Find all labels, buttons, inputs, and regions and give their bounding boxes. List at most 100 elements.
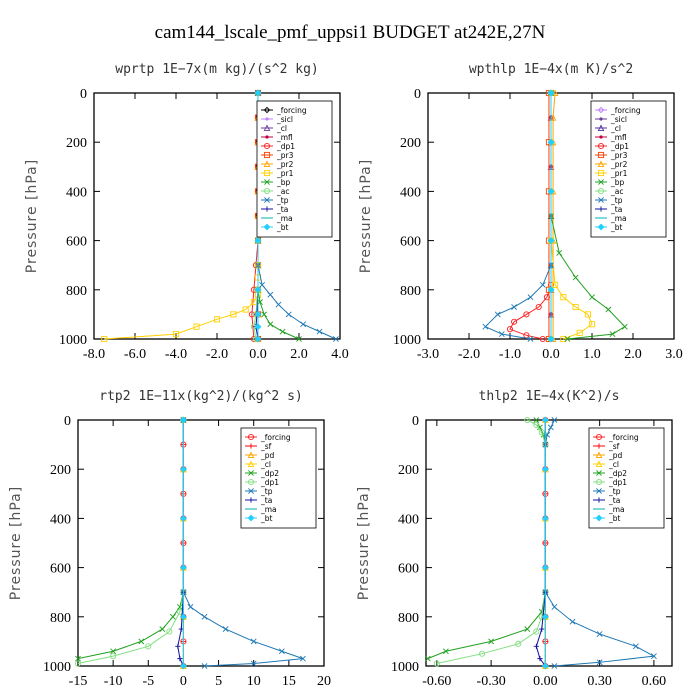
series-point-tp [527, 336, 534, 342]
x-tick-label: 0.60 [642, 674, 667, 689]
legend-marker [597, 142, 605, 150]
y-tick-label: 800 [400, 284, 421, 299]
series-point-bt [547, 286, 555, 294]
legend-marker [263, 160, 271, 168]
y-tick-label: 1000 [59, 333, 87, 348]
legend-label-tp: _tp [610, 196, 623, 205]
series-point-pr1 [193, 323, 200, 330]
series-point-tp [201, 613, 208, 620]
x-tick-label: -0.60 [422, 674, 451, 689]
series-point-dp2 [442, 648, 449, 655]
legend-label-tp: _tp [260, 487, 273, 496]
series-point-tp [250, 638, 257, 645]
series-point-tp [250, 660, 257, 667]
legend-label-ma: _ma [260, 505, 277, 514]
y-tick-label: 600 [398, 562, 419, 577]
series-point-dp2 [110, 648, 117, 655]
series-point-bt [547, 335, 555, 343]
x-tick-label: -3.0 [417, 347, 439, 362]
series-point-tp [316, 328, 323, 335]
legend-marker [248, 470, 254, 476]
legend-marker [598, 197, 604, 203]
legend-label-cl: _cl [608, 460, 619, 469]
x-tick-label: -8.0 [83, 347, 105, 362]
series-point-tp [285, 311, 292, 318]
series-point-bp [556, 249, 563, 256]
x-tick-label: 0.30 [587, 674, 612, 689]
series-group [424, 416, 657, 670]
series-point-dp1 [74, 660, 82, 667]
series-point-bp [572, 274, 579, 281]
legend-label-ma: _ma [276, 214, 293, 223]
series-point-tp [482, 323, 489, 330]
legend-label-ta: _ta [608, 496, 620, 505]
series-point-dp1 [110, 653, 117, 660]
series-point-ta [537, 656, 543, 662]
legend-label-pd: _pd [260, 451, 275, 460]
legend-label-forcing: _forcing [260, 433, 291, 442]
x-tick-label: 2.0 [290, 347, 308, 362]
series-point-ta [175, 643, 181, 649]
panel-4: thlp2 1E−4x(K^2)/s Pressure [hPa] -0.60 -0.… [356, 389, 673, 689]
x-tick-label: 5 [215, 674, 222, 689]
series-point-bp [609, 331, 616, 337]
x-tick-label: -0.30 [477, 674, 506, 689]
legend-box [590, 100, 667, 238]
legend-label-forcing: _forcing [276, 106, 307, 115]
legend-marker [597, 124, 605, 132]
panel-3: rtp2 1E−11x(kg^2)/(kg^2 s) Pressure [hPa]… [8, 389, 331, 689]
series-point-dp2 [138, 638, 145, 645]
legend-label-pr1: _pr1 [276, 169, 294, 178]
series-point-dp2 [537, 424, 543, 431]
panel-1: wprtp 1E−7x(m kg)/(s^2 kg) Pressure [hPa]… [24, 62, 349, 362]
series-line-tp [484, 93, 552, 340]
series-point-tp [300, 321, 307, 328]
legend-label-bt: _bt [608, 514, 621, 523]
series-point-bp [564, 336, 571, 342]
series-point-tp [551, 604, 558, 610]
y-axis-label: Pressure [hPa] [8, 486, 24, 600]
legend-marker [598, 206, 604, 212]
series-group [74, 416, 306, 670]
legend-label-forcing: _forcing [610, 106, 641, 115]
y-tick-label: 400 [400, 185, 421, 200]
legend-marker [263, 124, 271, 132]
legend-marker [595, 460, 603, 468]
y-tick-label: 800 [50, 611, 71, 626]
series-point-tp [569, 618, 576, 625]
x-tick-label: 0.0 [249, 347, 267, 362]
series-point-dp1 [535, 303, 542, 311]
x-tick-label: 15 [282, 674, 296, 689]
series-point-pr1 [172, 331, 180, 338]
legend-label-dp1: _dp1 [260, 478, 279, 487]
legend-marker [265, 117, 269, 121]
y-tick-label: 400 [66, 185, 87, 200]
x-tick-label: 3.0 [665, 347, 683, 362]
series-point-bt [547, 89, 555, 97]
series-point-dp1 [533, 628, 540, 635]
legend-label-ac: _ac [276, 187, 289, 196]
series-point-dp2 [176, 604, 183, 610]
legend-label-pr1: _pr1 [610, 169, 628, 178]
x-tick-label: 10 [247, 674, 261, 689]
legend-label-cl: _cl [260, 460, 271, 469]
legend-label-pr3: _pr3 [610, 151, 628, 160]
series-point-tp [539, 281, 546, 288]
series-point-tp [275, 301, 282, 308]
legend-marker [595, 478, 603, 486]
legend-label-bt: _bt [610, 223, 623, 232]
y-axis-label: Pressure [hPa] [356, 486, 372, 600]
x-tick-label: 0 [180, 674, 187, 689]
legend-marker [595, 451, 603, 459]
legend-marker [264, 206, 270, 212]
series-point-bt [254, 310, 262, 318]
plot-frame [77, 419, 325, 667]
series-point-tp [299, 655, 306, 662]
series-point-bp [261, 311, 268, 318]
series-point-tp [278, 648, 285, 655]
series-line-pr1 [104, 265, 259, 340]
y-tick-label: 600 [66, 235, 87, 250]
y-axis-label: Pressure [hPa] [358, 159, 374, 273]
legend-marker [595, 433, 603, 441]
